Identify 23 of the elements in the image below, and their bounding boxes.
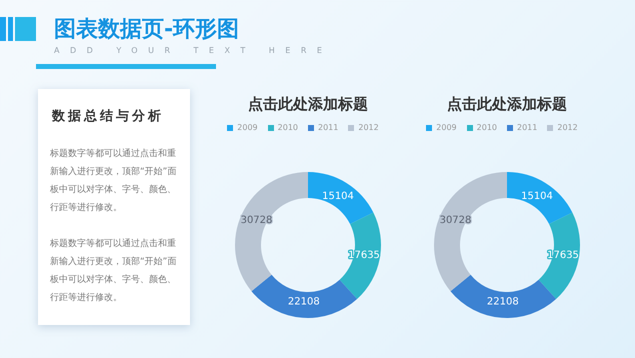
donut-slice xyxy=(434,172,507,292)
data-label: 30728 xyxy=(240,215,272,226)
chart-title: 点击此处添加标题 xyxy=(247,95,369,114)
text: 标题数字等都可以通过点击和重新输入进行更改，顶部“开始”面板中可以对字体、字号、颜色、行距等进行修改。 xyxy=(50,238,178,305)
legend-label: 2011 xyxy=(318,123,338,132)
legend-label: 2009 xyxy=(237,123,258,132)
legend-label: 2010 xyxy=(278,123,298,132)
legend-label: 2011 xyxy=(517,123,538,132)
donut-slice xyxy=(235,172,308,292)
legend-label: 2012 xyxy=(358,123,379,132)
data-label: 15104 xyxy=(322,191,354,202)
data-label: 30728 xyxy=(440,215,472,226)
text: ADD YOUR TEXT HERE xyxy=(54,46,332,55)
text: 图表数据页-环形图 xyxy=(54,16,240,44)
text: 数据总结与分析 xyxy=(52,108,164,125)
legend-label: 2009 xyxy=(436,123,457,132)
legend-label: 2010 xyxy=(476,123,497,132)
text: 标题数字等都可以通过点击和重新输入进行更改，顶部“开始”面板中可以对字体、字号、颜色、行距等进行修改。 xyxy=(50,148,178,215)
data-label: 15104 xyxy=(521,191,553,202)
chart-title: 点击此处添加标题 xyxy=(446,95,568,114)
data-label: 22108 xyxy=(288,296,320,308)
data-label: 22108 xyxy=(486,296,519,308)
legend-label: 2012 xyxy=(557,123,578,132)
